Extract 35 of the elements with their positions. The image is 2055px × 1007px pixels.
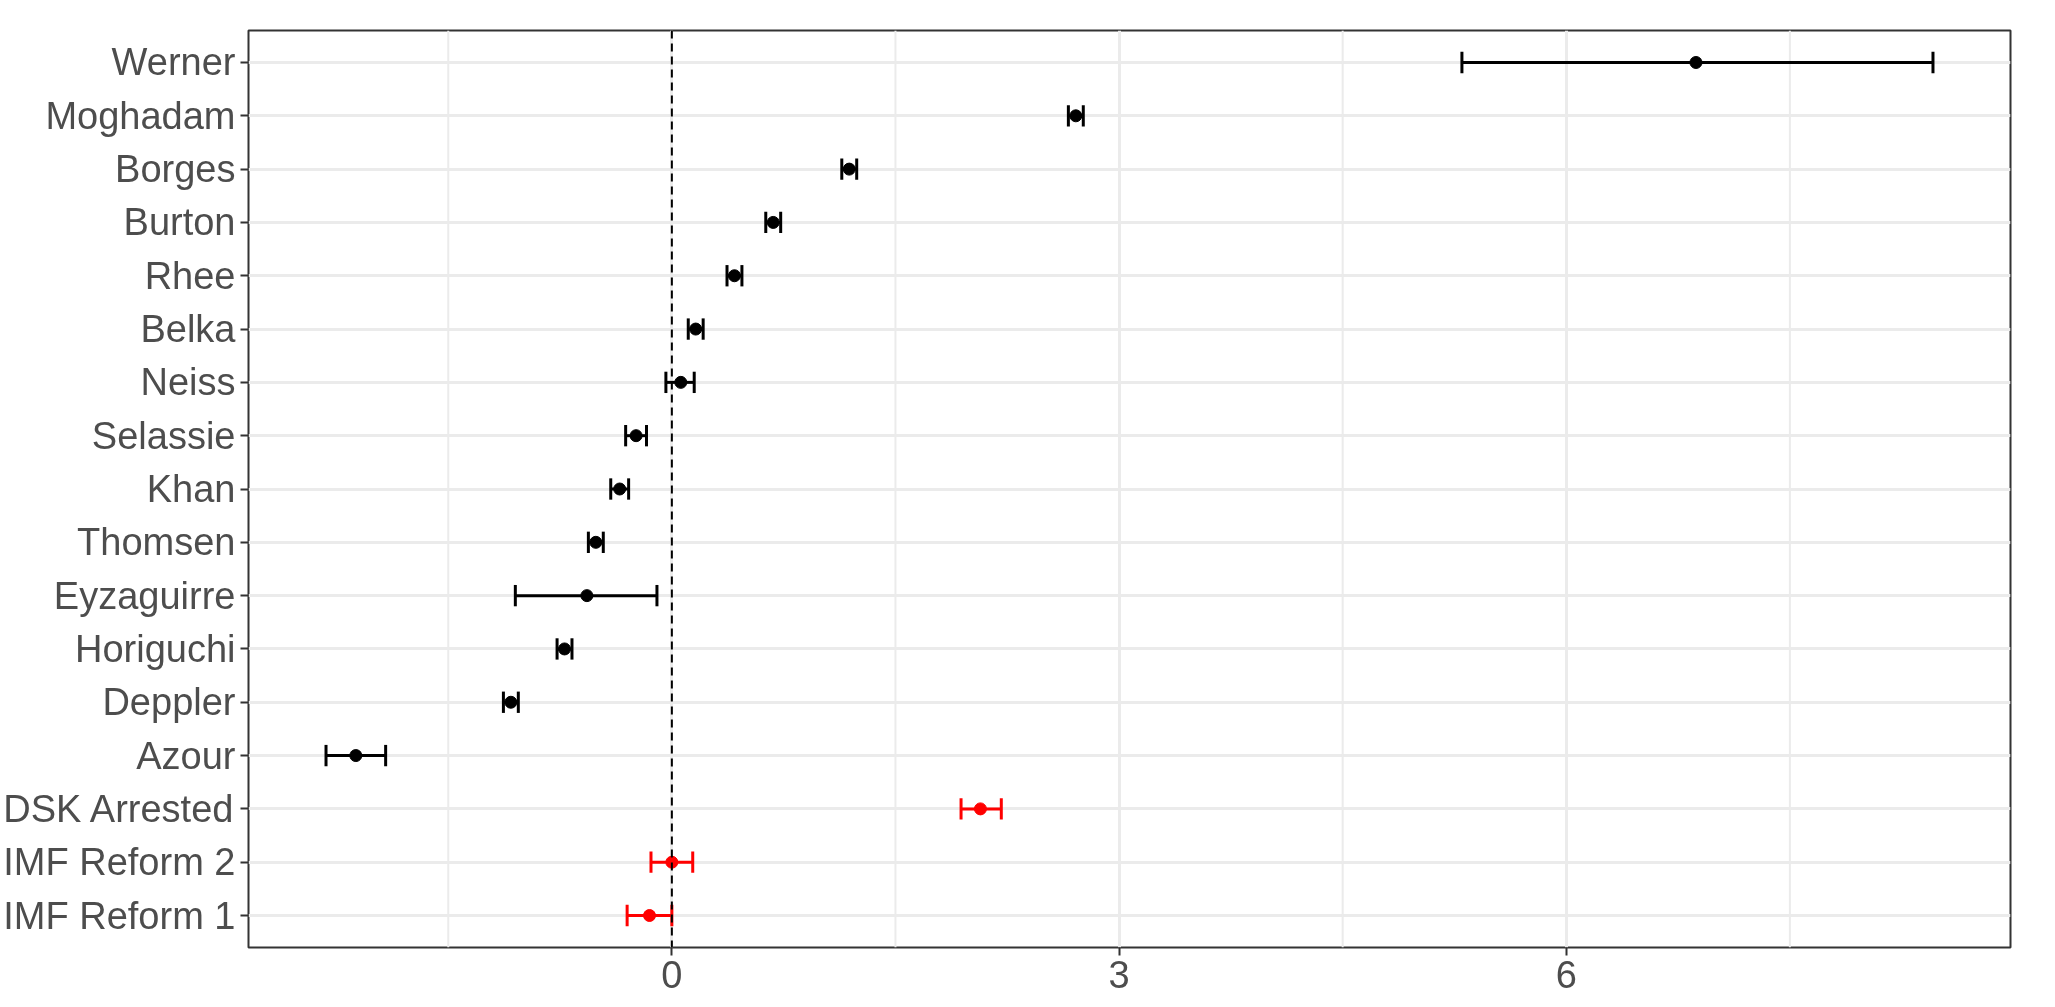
point xyxy=(643,909,656,922)
y-tick-label: Belka xyxy=(140,308,237,351)
y-tick-label: Azour xyxy=(136,734,236,777)
y-tick-label: Khan xyxy=(146,468,236,510)
point xyxy=(558,642,572,656)
point xyxy=(1689,56,1703,69)
y-tick-label: IMF Reform 2 xyxy=(3,841,236,884)
point xyxy=(689,322,703,336)
point xyxy=(629,429,643,443)
point xyxy=(727,269,741,283)
point xyxy=(349,749,363,763)
point xyxy=(589,535,603,549)
point xyxy=(842,162,856,176)
x-tick-label: 6 xyxy=(1555,953,1577,996)
y-tick-label: Borges xyxy=(115,148,236,191)
point xyxy=(504,695,518,709)
x-tick-label: 0 xyxy=(661,953,683,996)
y-tick-label: Neiss xyxy=(140,361,236,404)
point xyxy=(973,802,987,816)
y-tick-label: Deppler xyxy=(102,681,236,724)
y-tick-label: IMF Reform 1 xyxy=(3,894,236,937)
y-tick-label: Moghadam xyxy=(45,94,236,137)
y-tick-label: Selassie xyxy=(91,414,236,457)
y-tick-label: Burton xyxy=(123,201,236,244)
point xyxy=(766,215,780,229)
y-tick-label: DSK Arrested xyxy=(3,787,234,830)
point xyxy=(1069,109,1083,123)
y-tick-label: Horiguchi xyxy=(74,627,236,670)
y-tick-label: Rhee xyxy=(144,254,236,297)
y-tick-label: Eyzaguirre xyxy=(53,574,236,617)
point xyxy=(674,375,688,389)
point xyxy=(580,589,594,603)
y-tick-label: Thomsen xyxy=(77,521,236,564)
x-tick-label: 3 xyxy=(1108,953,1130,996)
y-tick-label: Werner xyxy=(111,41,236,84)
